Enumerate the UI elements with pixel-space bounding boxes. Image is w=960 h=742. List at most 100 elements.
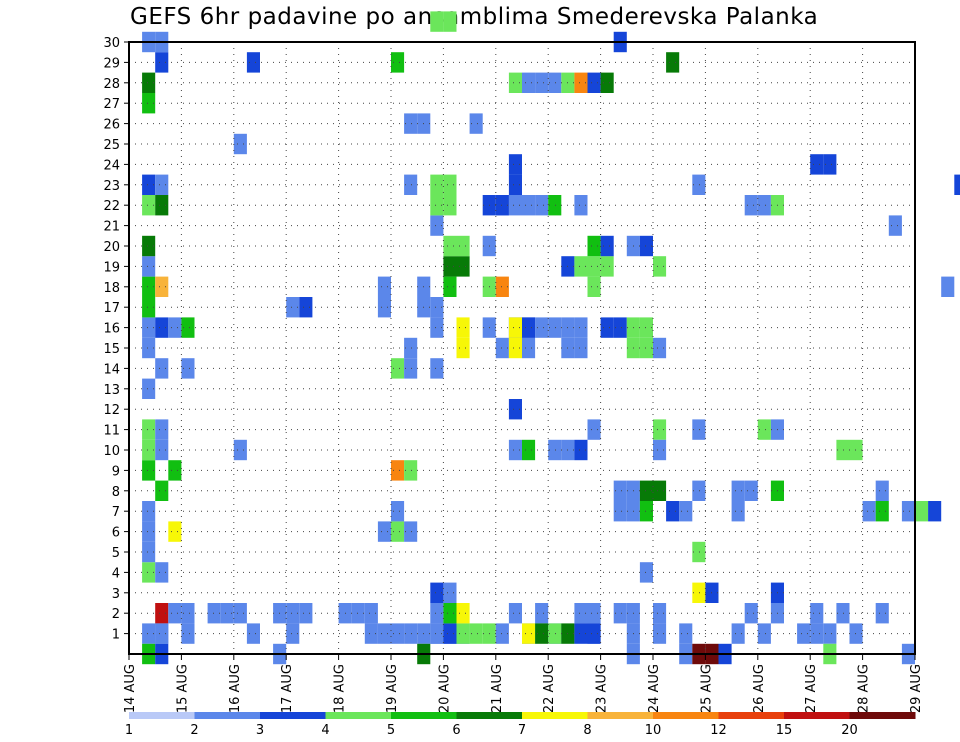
heatmap-cell (233, 133, 247, 155)
heatmap-cell (142, 562, 156, 583)
y-tick-label: 23 (103, 179, 120, 194)
x-tick-label: 27 AUG (804, 664, 819, 713)
heatmap-cell (639, 562, 653, 583)
heatmap-cell (613, 317, 627, 338)
heatmap-cell (233, 439, 247, 461)
heatmap-cell (823, 623, 837, 644)
heatmap-cell (299, 297, 313, 318)
heatmap-cell (142, 460, 156, 481)
heatmap-cell (574, 439, 588, 461)
heatmap-cell (954, 174, 960, 195)
heatmap-cell (391, 358, 405, 379)
heatmap-cell (456, 235, 470, 257)
heatmap-cell (443, 195, 457, 216)
heatmap-cell (548, 72, 562, 93)
heatmap-cell (508, 603, 522, 624)
heatmap-cell (744, 480, 758, 501)
heatmap-cell (142, 541, 156, 563)
heatmap-cell (168, 317, 182, 338)
colorbar-label: 15 (776, 723, 793, 738)
y-tick-label: 21 (103, 220, 120, 235)
heatmap-cell (836, 603, 850, 624)
heatmap-cell (535, 195, 549, 216)
heatmap-cell (535, 603, 549, 624)
colorbar-segment (784, 712, 850, 719)
y-tick-label: 11 (103, 424, 120, 439)
heatmap-cell (548, 439, 562, 461)
x-tick-label: 15 AUG (175, 664, 190, 713)
y-tick-label: 28 (103, 77, 120, 92)
colorbar-segment (260, 712, 326, 719)
x-tick-label: 18 AUG (333, 664, 348, 713)
heatmap-cell (731, 480, 745, 501)
colorbar-label: 4 (321, 723, 329, 738)
heatmap-cell (508, 399, 522, 420)
y-tick-label: 12 (103, 403, 120, 418)
heatmap-cell (142, 235, 156, 257)
heatmap-cell (587, 256, 601, 277)
heatmap-cell (142, 72, 156, 93)
y-axis: 1234567891011121314151617181920212223242… (103, 36, 129, 643)
heatmap-cell (233, 603, 247, 624)
heatmap-cell (364, 603, 378, 624)
heatmap-cell (639, 235, 653, 257)
heatmap-cell (168, 460, 182, 481)
heatmap-cell (246, 623, 260, 644)
x-tick-label: 22 AUG (542, 664, 557, 713)
heatmap-cell (692, 480, 706, 501)
heatmap-cell (653, 480, 667, 501)
x-tick-label: 25 AUG (699, 664, 714, 713)
heatmap-cell (522, 72, 536, 93)
heatmap-cell (810, 623, 824, 644)
x-tick-label: 19 AUG (385, 664, 400, 713)
heatmap-cell (404, 337, 418, 359)
heatmap-cell (443, 276, 457, 297)
y-tick-label: 10 (103, 444, 120, 459)
heatmap-cell (679, 623, 693, 644)
heatmap-cell (155, 317, 169, 338)
colorbar-label: 7 (518, 723, 526, 738)
colorbar-label: 1 (125, 723, 133, 738)
x-tick-label: 14 AUG (123, 664, 138, 713)
heatmap-cell (430, 317, 444, 338)
heatmap-cell (142, 521, 156, 542)
colorbar-label: 10 (645, 723, 662, 738)
x-tick-label: 28 AUG (857, 664, 872, 713)
heatmap-cell (377, 521, 391, 542)
colorbar-segment (653, 712, 719, 719)
heatmap-cell (692, 419, 706, 440)
heatmap-cell (810, 154, 824, 175)
heatmap-cell (666, 52, 680, 73)
heatmap-cell (299, 603, 313, 624)
heatmap-cell (404, 174, 418, 195)
heatmap-cell (653, 256, 667, 277)
heatmap-cell (142, 195, 156, 216)
heatmap-cell (692, 582, 706, 603)
y-tick-label: 13 (103, 383, 120, 398)
heatmap-cell (810, 603, 824, 624)
heatmap-cell (142, 378, 156, 399)
heatmap-cell (430, 11, 444, 32)
heatmap-cell (574, 337, 588, 359)
heatmap-cell (391, 460, 405, 481)
heatmap-cell (508, 174, 522, 195)
heatmap-cell (587, 623, 601, 644)
cells-layer (142, 11, 960, 665)
heatmap-cell (653, 419, 667, 440)
heatmap-cell (142, 93, 156, 114)
heatmap-cell (142, 256, 156, 277)
heatmap-cell (246, 52, 260, 73)
heatmap-cell (443, 11, 457, 32)
heatmap-cell (495, 276, 509, 297)
heatmap-cell (600, 256, 614, 277)
y-tick-label: 20 (103, 240, 120, 255)
heatmap-cell (587, 72, 601, 93)
y-tick-label: 9 (112, 464, 120, 479)
colorbar-segment (718, 712, 785, 719)
heatmap-cell (443, 623, 457, 644)
heatmap-cell (443, 603, 457, 624)
colorbar-segment (194, 712, 261, 719)
heatmap-cell (430, 582, 444, 603)
heatmap-cell (391, 52, 405, 73)
heatmap-cell (574, 317, 588, 338)
